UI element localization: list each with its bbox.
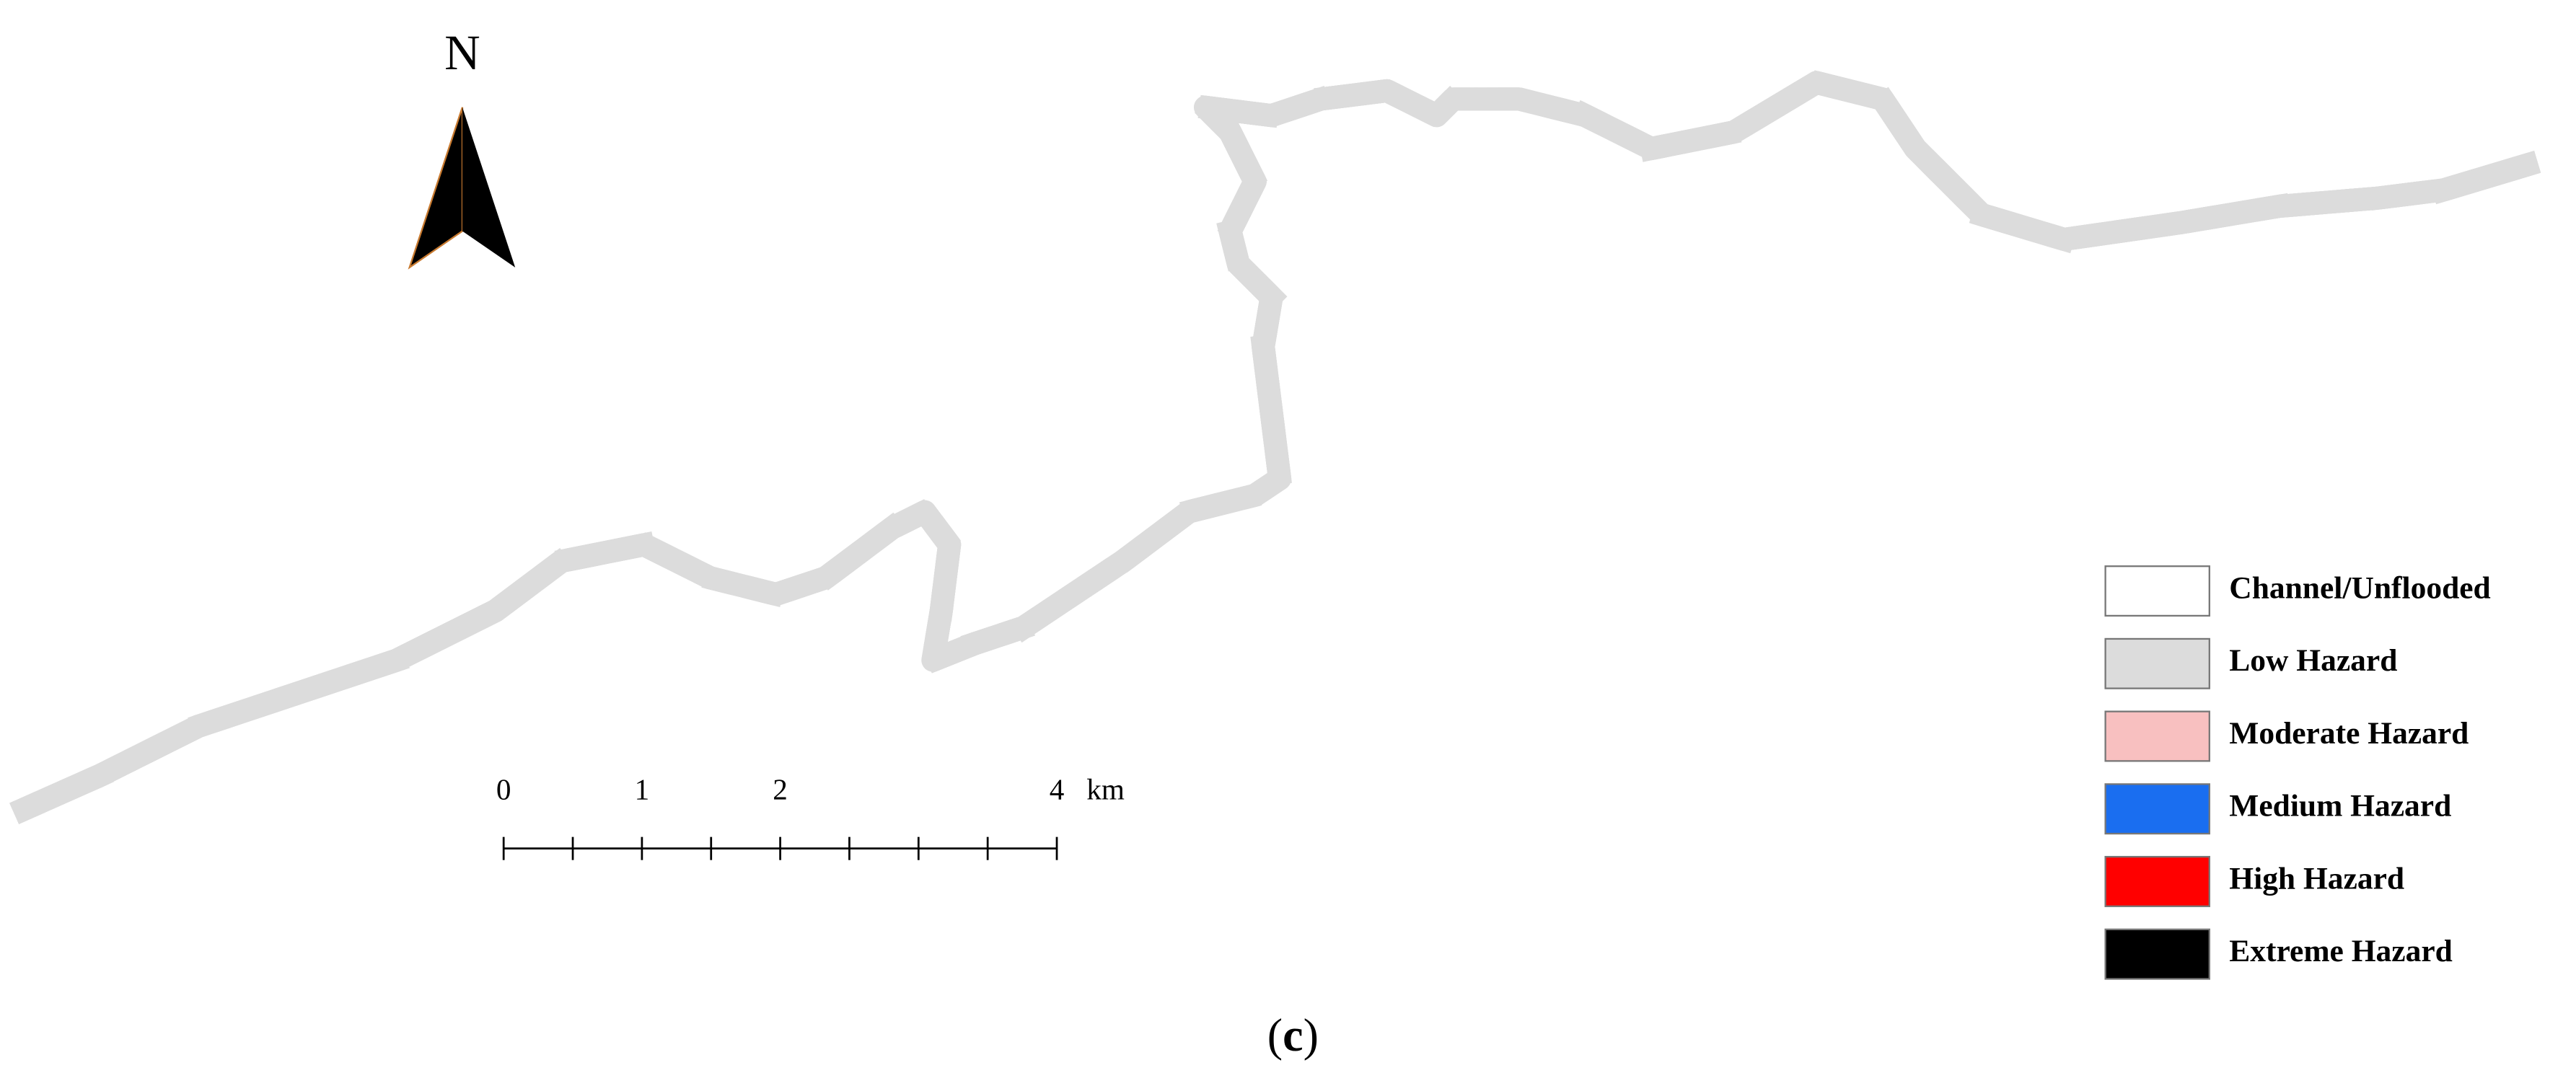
scale-label: 4 <box>1050 772 1065 805</box>
caption-part: c <box>1283 1010 1303 1061</box>
legend-swatch <box>2104 565 2210 617</box>
legend-swatch <box>2104 710 2210 762</box>
north-label: N <box>444 25 480 80</box>
scale-bar <box>502 836 1058 860</box>
scale-unit: km <box>1086 772 1125 805</box>
legend-swatch <box>2104 637 2210 689</box>
legend: Channel/Unflooded Low Hazard Moderate Haza… <box>2104 565 2491 980</box>
legend-label: Extreme Hazard <box>2229 934 2453 968</box>
scale-label: 2 <box>773 772 788 805</box>
legend-label: Low Hazard <box>2229 643 2397 678</box>
scale-label: 0 <box>496 772 511 805</box>
river <box>9 71 2541 824</box>
legend-swatch <box>2104 783 2210 835</box>
legend-label: Moderate Hazard <box>2229 716 2469 751</box>
north-arrow-right <box>462 107 516 268</box>
scale-label: 1 <box>635 772 650 805</box>
legend-label: Medium Hazard <box>2229 789 2451 823</box>
caption-part: ( <box>1267 1010 1283 1061</box>
legend-swatch <box>2104 928 2210 980</box>
north-arrow-left <box>408 107 464 270</box>
caption: (c) <box>1267 1010 1319 1061</box>
legend-swatch <box>2104 855 2210 907</box>
legend-label: Channel/Unflooded <box>2229 571 2490 606</box>
legend-label: High Hazard <box>2229 861 2404 896</box>
river-high <box>25 82 2526 808</box>
caption-part: ) <box>1304 1010 1319 1061</box>
